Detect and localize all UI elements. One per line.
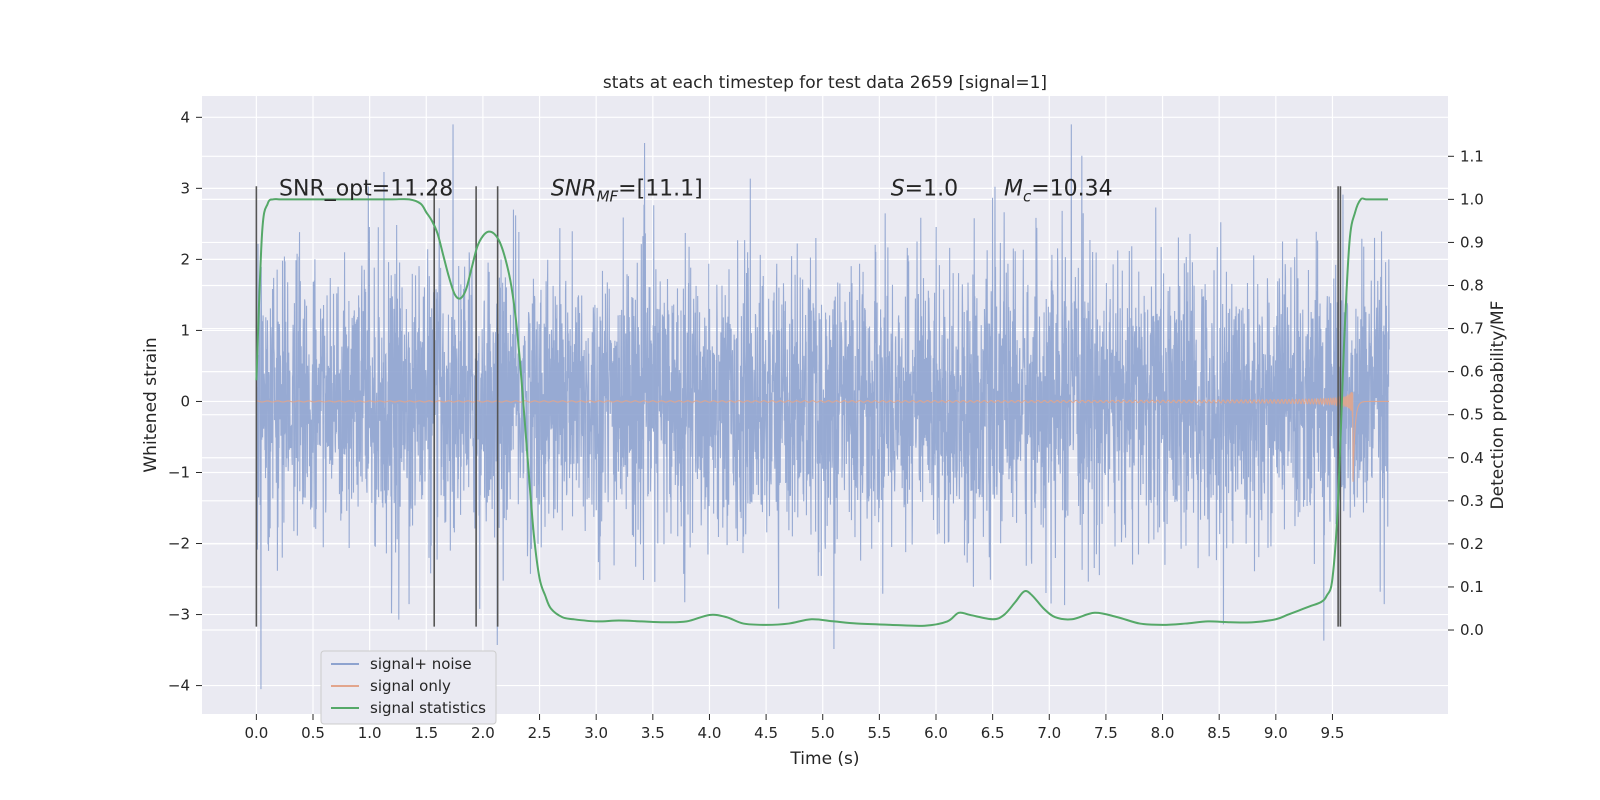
x-tick-label: 1.0 [358,724,382,742]
x-tick-label: 7.5 [1094,724,1118,742]
y-left-tick-label: −2 [168,535,190,553]
x-tick-label: 5.5 [867,724,891,742]
x-tick-label: 3.5 [641,724,665,742]
x-tick-label: 8.0 [1151,724,1175,742]
y-left-tick-label: −1 [168,463,190,481]
signal-only-trace [256,391,1390,482]
y-right-tick-label: 0.2 [1460,535,1484,553]
noise-trace [255,124,1390,690]
series-signal-statistics [255,197,1388,627]
annotation-subscript: MF [597,187,619,205]
y-left-tick-label: 1 [180,321,190,339]
x-tick-label: 7.0 [1037,724,1061,742]
y-left-tick-label: 4 [180,108,190,126]
y-left-tick-label: −4 [168,677,190,695]
y-right-tick-label: 0.7 [1460,320,1484,338]
annotation-value: =10.34 [1031,176,1112,201]
annotation-text: SNRMF=[11.1] [551,176,703,205]
y-right-tick-label: 1.0 [1460,190,1484,208]
series-signal-only [256,391,1390,482]
y-right-tick-label: 0.8 [1460,276,1484,294]
y-right-tick-label: 0.4 [1460,449,1484,467]
series-signal-noise [255,124,1390,690]
y-right-tick-label: 0.9 [1460,233,1484,251]
x-tick-label: 3.0 [584,724,608,742]
x-tick-label: 8.5 [1207,724,1231,742]
x-axis: 0.0 0.5 1.0 1.5 2.0 2.5 3.0 3.5 4.0 4.5 5.0 5.5 6.0 6… [244,714,1344,742]
x-tick-label: 6.0 [924,724,948,742]
y-right-tick-label: 0.3 [1460,492,1484,510]
x-tick-label: 4.0 [698,724,722,742]
y-right-tick-label: 0.6 [1460,363,1484,381]
annotations: SNR_opt=11.28 SNRMF=[11.1] S=1.0 Mc=10.34 [279,176,1113,205]
annotation-text: S=1.0 [891,176,958,201]
legend-label-noise: signal+ noise [370,655,472,673]
annotation-symbol: M [1004,176,1023,201]
signal-statistics-line [255,197,1388,627]
annotation-subscript: c [1023,187,1032,205]
y-axis-left: 4 3 2 1 0 −1 −2 −3 −4 [168,108,202,695]
y-left-tick-label: 0 [180,392,190,410]
x-tick-label: 2.0 [471,724,495,742]
x-tick-label: 1.5 [414,724,438,742]
legend-label-signal: signal only [370,677,451,695]
legend-box [320,650,497,725]
x-tick-label: 2.5 [528,724,552,742]
legend: signal+ noise signal only signal statist… [320,650,497,725]
y-left-tick-label: −3 [168,606,190,624]
vertical-markers [255,186,1342,627]
annotation-symbol: SNR [551,176,597,201]
x-tick-label: 0.0 [244,724,268,742]
y-left-tick-label: 3 [180,179,190,197]
y-axis-right: 0.0 0.1 0.2 0.3 0.4 0.5 0.6 0.7 0.8 0.9 1.0 1.1 [1448,147,1484,639]
x-tick-label: 9.0 [1264,724,1288,742]
y-right-tick-label: 1.1 [1460,147,1484,165]
y-right-tick-label: 0.1 [1460,578,1484,596]
chart-title: stats at each timestep for test data 265… [603,73,1047,93]
y-right-tick-label: 0.0 [1460,621,1484,639]
annotation-value: =[11.1] [618,176,703,201]
annotation-text: SNR_opt=11.28 [279,176,453,201]
annotation-value: =1.0 [905,176,958,201]
x-axis-label: Time (s) [789,749,859,769]
annotation-text: Mc=10.34 [1004,176,1113,205]
x-tick-label: 0.5 [301,724,325,742]
y-axis-right-label: Detection probability/MF [1488,301,1508,510]
x-tick-label: 4.5 [754,724,778,742]
annotation-symbol: S [891,176,905,201]
y-axis-left-label: Whitened strain [141,337,161,472]
legend-label-stats: signal statistics [370,699,486,717]
y-right-tick-label: 0.5 [1460,406,1484,424]
x-tick-label: 5.0 [811,724,835,742]
x-tick-label: 9.5 [1321,724,1345,742]
y-left-tick-label: 2 [180,250,190,268]
x-tick-label: 6.5 [981,724,1005,742]
